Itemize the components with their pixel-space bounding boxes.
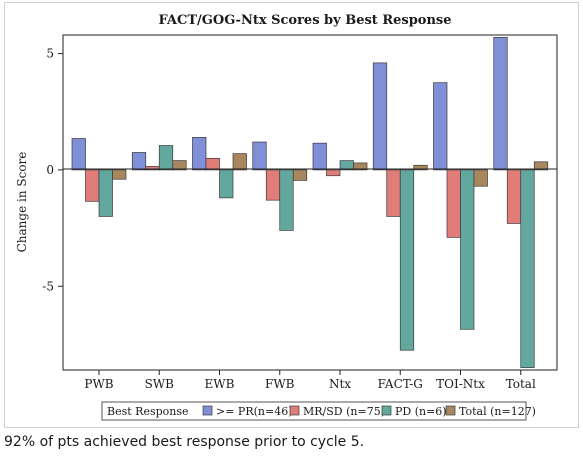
y-axis-label: Change in Score [15, 152, 29, 253]
x-tick-label: FWB [265, 377, 295, 391]
bar-toi-ntx-series-2 [460, 169, 475, 330]
bar-fact-g-series-1 [386, 169, 401, 217]
bar-pwb-series-1 [85, 169, 100, 202]
legend-label: MR/SD (n=75) [303, 405, 385, 418]
y-ticks: 5 0 -5 [42, 47, 63, 293]
bar-pwb-series-0 [71, 138, 86, 171]
footnote: 92% of pts achieved best response prior … [4, 434, 365, 450]
x-tick-label: Total [506, 377, 536, 391]
bar-swb-series-2 [158, 145, 174, 171]
bar-ewb-series-3 [232, 153, 247, 171]
bar-total-series-0 [493, 36, 508, 171]
bar-toi-ntx-series-3 [473, 169, 488, 187]
x-ticks: PWB SWB EWB FWB Ntx FACT-G TOI-Ntx Total [84, 370, 536, 391]
x-tick-label: SWB [145, 377, 175, 391]
bar-total-series-3 [533, 161, 549, 171]
bar-fwb-series-2 [279, 169, 294, 231]
bar-toi-ntx-series-1 [446, 169, 461, 238]
legend-label: >= PR(n=46) [216, 405, 293, 418]
legend-title: Best Response [107, 405, 189, 418]
x-tick-label: EWB [205, 377, 235, 391]
bar-ntx-series-1 [326, 169, 341, 177]
legend-swatch [445, 405, 456, 416]
bar-total-series-1 [506, 169, 522, 224]
bar-fwb-series-3 [292, 169, 308, 181]
chart-title: FACT/GOG-Ntx Scores by Best Response [158, 13, 451, 28]
bar-fwb-series-0 [252, 141, 267, 171]
legend-label: PD (n=6) [395, 405, 447, 418]
legend-swatch [289, 405, 300, 416]
legend-swatch [202, 405, 213, 416]
legend: Best Response >= PR(n=46) MR/SD (n=75) PD … [101, 401, 536, 421]
x-tick-label: FACT-G [378, 377, 423, 391]
bar-swb-series-0 [131, 152, 147, 171]
chart: FACT/GOG-Ntx Scores by Best Response Cha… [15, 13, 558, 421]
bar-ewb-series-1 [205, 157, 220, 171]
legend-label: Total (n=127) [459, 405, 536, 418]
bar-ntx-series-0 [312, 142, 327, 171]
y-tick-label: -5 [42, 279, 54, 293]
bar-pwb-series-2 [98, 169, 113, 217]
bar-fwb-series-1 [265, 169, 281, 201]
bar-total-series-2 [520, 169, 535, 369]
legend-swatch [381, 405, 392, 416]
bar-swb-series-3 [172, 160, 187, 171]
x-tick-label: PWB [84, 377, 113, 391]
bar-fact-g-series-3 [413, 164, 428, 171]
x-tick-label: Ntx [329, 377, 351, 391]
bar-ewb-series-2 [219, 169, 234, 199]
y-tick-label: 5 [46, 47, 54, 61]
bar-toi-ntx-series-0 [433, 82, 448, 171]
bar-pwb-series-3 [112, 169, 127, 180]
bar-ntx-series-3 [353, 162, 368, 171]
bar-fact-g-series-0 [372, 62, 388, 171]
x-tick-label: TOI-Ntx [436, 377, 485, 391]
plot-area [62, 34, 558, 371]
y-tick-label: 0 [46, 163, 54, 177]
bar-fact-g-series-2 [399, 169, 415, 351]
bar-ewb-series-0 [192, 137, 207, 171]
bars-group [71, 36, 549, 369]
